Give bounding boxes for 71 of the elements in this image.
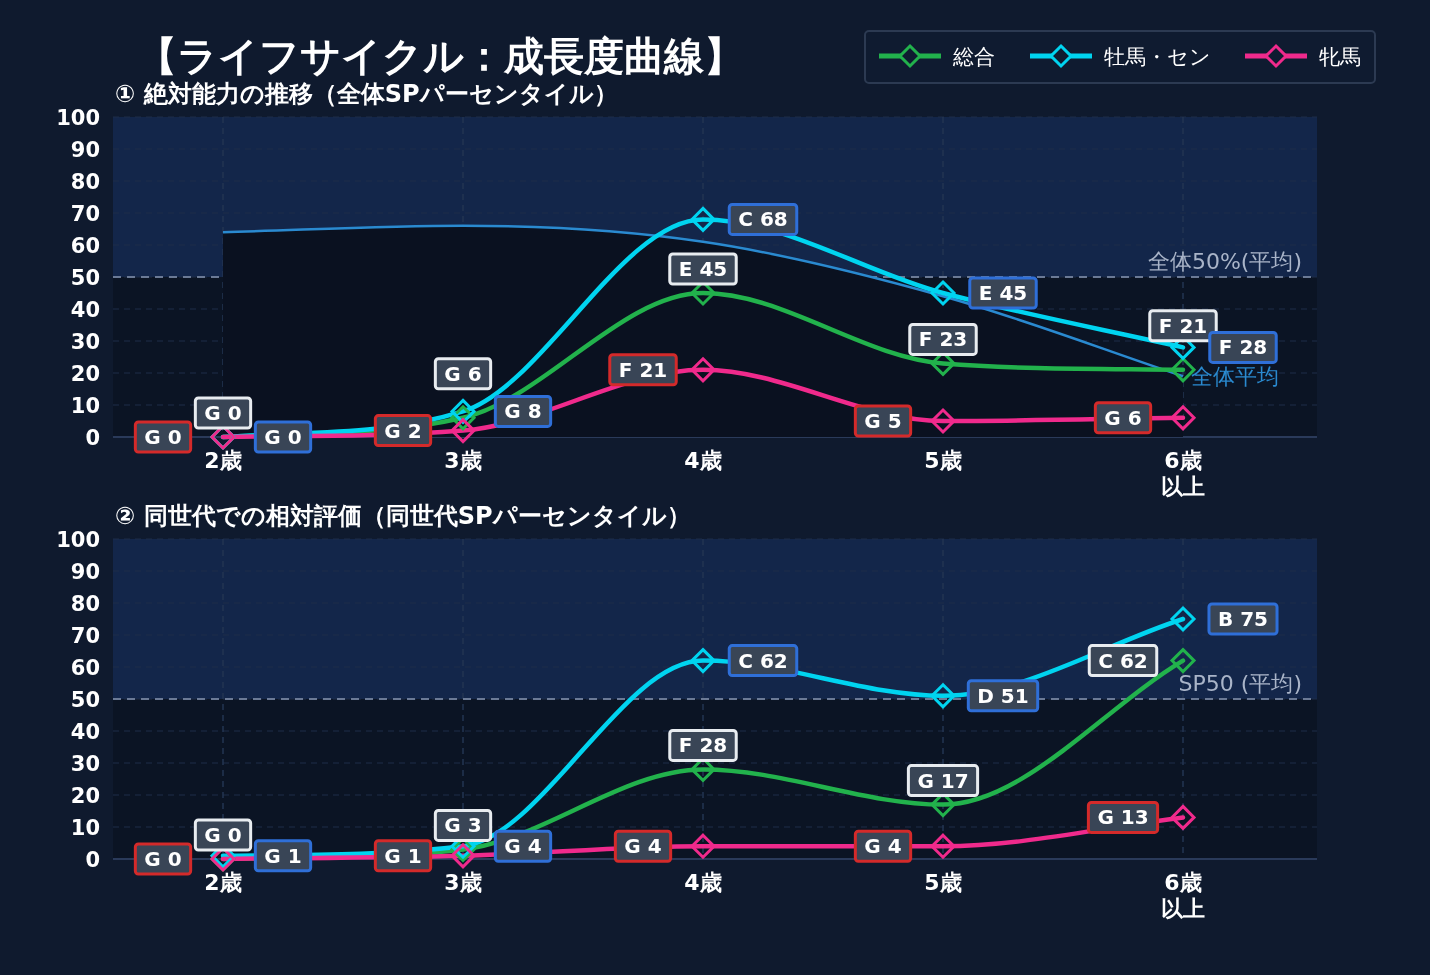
x-tick-label: 3歳: [444, 448, 482, 473]
y-tick-label: 70: [70, 624, 100, 648]
y-tick-label: 100: [56, 106, 100, 130]
data-label: E 45: [678, 257, 728, 281]
y-tick-label: 0: [85, 848, 100, 872]
data-label: F 21: [1158, 313, 1208, 338]
data-label: G 8: [504, 399, 542, 424]
data-label: F 28: [1218, 335, 1268, 360]
data-label: G 0: [204, 401, 242, 425]
y-tick-label: 80: [70, 592, 100, 616]
y-tick-label: 30: [70, 330, 100, 354]
x-tick-label: 3歳: [444, 870, 482, 895]
x-tick-label: 2歳: [204, 448, 242, 473]
y-tick-label: 10: [70, 816, 100, 840]
y-tick-label: 30: [70, 752, 100, 776]
data-label: G 0: [144, 425, 182, 449]
y-tick-label: 80: [70, 170, 100, 194]
data-label: B 75: [1217, 607, 1269, 631]
chart-subtitle: ② 同世代での相対評価（同世代SPパーセンタイル）: [115, 502, 691, 530]
data-label: D 51: [977, 683, 1029, 708]
x-tick-label: 5歳: [924, 448, 962, 473]
y-tick-label: 40: [70, 298, 100, 322]
x-tick-label: 5歳: [924, 870, 962, 895]
x-tick-label: 2歳: [204, 870, 242, 895]
legend-label: 牡馬・セン: [1104, 45, 1211, 69]
chart-subtitle: ① 絶対能力の推移（全体SPパーセンタイル）: [115, 80, 618, 108]
y-tick-label: 70: [70, 202, 100, 226]
chart-title: 【ライフサイクル：成長度曲線】: [136, 33, 744, 79]
data-label: G 17: [917, 768, 969, 793]
y-tick-label: 10: [70, 394, 100, 418]
x-tick-label: 6歳以上: [1161, 870, 1205, 921]
data-label: C 62: [1098, 648, 1148, 673]
y-tick-label: 40: [70, 720, 100, 744]
x-tick-label: 4歳: [684, 870, 722, 895]
y-tick-label: 90: [70, 138, 100, 162]
data-label: G 6: [444, 361, 482, 386]
legend-label: 牝馬: [1319, 45, 1361, 69]
y-tick-label: 50: [70, 688, 100, 712]
data-label: C 62: [738, 648, 788, 673]
data-label: G 4: [624, 834, 662, 859]
data-label: G 0: [144, 847, 182, 871]
legend-label: 総合: [952, 45, 995, 69]
y-tick-label: 60: [70, 656, 100, 680]
data-label: G 6: [1104, 405, 1142, 430]
data-label: F 23: [918, 327, 968, 352]
y-tick-label: 0: [85, 426, 100, 450]
y-tick-label: 20: [70, 362, 100, 386]
y-tick-label: 60: [70, 234, 100, 258]
x-tick-label: 4歳: [684, 448, 722, 473]
data-label: G 1: [384, 843, 422, 868]
data-label: E 45: [978, 281, 1028, 305]
data-label: C 68: [738, 207, 788, 232]
data-label: F 28: [678, 733, 728, 758]
data-label: G 3: [444, 813, 482, 838]
data-label: G 0: [204, 823, 242, 847]
data-label: G 4: [864, 834, 902, 859]
y-tick-label: 20: [70, 784, 100, 808]
data-label: G 5: [864, 409, 902, 433]
y-tick-label: 50: [70, 266, 100, 290]
y-tick-label: 100: [56, 528, 100, 552]
data-label: G 13: [1097, 805, 1149, 830]
ref-line-label: 全体50%(平均): [1147, 249, 1302, 274]
ref-line-label: SP50 (平均): [1178, 671, 1302, 696]
y-tick-label: 90: [70, 560, 100, 584]
data-label: G 1: [264, 843, 302, 868]
data-label: G 0: [264, 425, 302, 449]
data-label: G 2: [384, 418, 422, 443]
data-label: G 4: [504, 834, 542, 859]
series-label: 全体平均: [1191, 364, 1279, 390]
data-label: F 21: [618, 357, 668, 382]
x-tick-label: 6歳以上: [1161, 448, 1205, 499]
